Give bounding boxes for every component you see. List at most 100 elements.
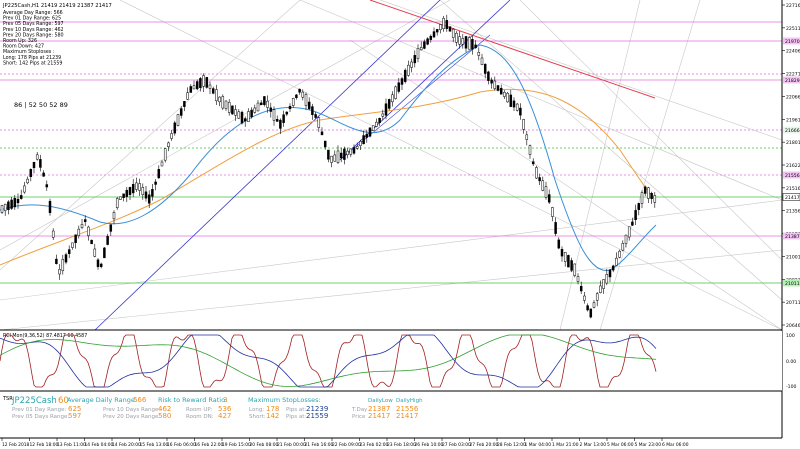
max-sl-label: Maximum StopLosses:	[248, 396, 321, 404]
candle-body	[285, 111, 289, 115]
short-price: 21559	[306, 412, 328, 420]
candle-body	[26, 178, 29, 184]
candle-body	[576, 276, 580, 282]
symbol-name: JP225Cash	[11, 396, 57, 406]
candle-body	[547, 194, 551, 203]
candle-body	[141, 187, 145, 195]
x-tick-label: 22 Feb 09:00	[332, 442, 361, 448]
x-tick-label: 5 Mar 23:00	[635, 442, 662, 448]
inchart-label: 86 | 52 50 52 89	[14, 101, 68, 109]
y-tick-label: 22271	[786, 72, 800, 78]
candle-body	[256, 102, 260, 112]
candle-body	[535, 167, 538, 179]
candle-body	[333, 154, 337, 162]
candle-body	[624, 234, 628, 244]
price-tag-label: 21556	[785, 173, 800, 179]
y-tick-label: 20711	[786, 300, 800, 306]
y-tick-label: 22716	[786, 3, 800, 9]
candle-body	[272, 109, 276, 121]
info-line: Prev 10 Days Range: 462	[3, 27, 64, 33]
candle-body	[538, 177, 541, 182]
candle-body	[653, 195, 657, 203]
candle-body	[397, 82, 401, 92]
rr-label: Risk to Reward Ratio:	[158, 396, 227, 404]
candle-body	[13, 197, 17, 208]
info-line: Long: 178 Pips at 21239	[3, 55, 61, 61]
horizontal-levels	[0, 21, 782, 284]
candle-body	[231, 105, 234, 115]
fan-line	[299, 0, 783, 201]
y-tick-label: 20646	[786, 323, 800, 329]
candle-body	[103, 247, 106, 259]
candle-body	[71, 242, 74, 248]
indicator-panel[interactable]	[0, 331, 782, 391]
short-label: Short:	[249, 414, 266, 420]
candle-body	[432, 31, 436, 38]
candle-body	[227, 101, 231, 113]
candle-body	[416, 48, 420, 59]
x-tick-label: 6 Mar 06:00	[662, 442, 689, 448]
candle-body	[330, 155, 333, 163]
fan-line	[349, 39, 783, 331]
candle-body	[464, 36, 468, 49]
candle-body	[512, 100, 516, 108]
candle-body	[448, 26, 452, 32]
candle-body	[522, 119, 525, 130]
indicator-axis: 100 0.00 -100	[786, 333, 797, 390]
prev-day-range-label: Prev 01 Day Range:	[12, 407, 67, 413]
candle-body	[419, 47, 423, 51]
info-line: Short: 142 Pips at 21559	[3, 60, 63, 66]
candle-body	[423, 41, 426, 49]
candle-body	[439, 24, 442, 31]
candle-body	[605, 274, 609, 284]
candle-body	[115, 198, 119, 208]
info-line: Prev 05 Days Range: 597	[3, 21, 64, 27]
info-line: Room Down: 427	[3, 44, 44, 50]
candle-body	[186, 92, 189, 100]
rci-mid-line	[0, 334, 657, 388]
short-value: 142	[266, 412, 279, 420]
candle-body	[496, 85, 500, 91]
fan-line	[0, 0, 451, 251]
candle-body	[183, 101, 186, 107]
candle-body	[77, 228, 81, 236]
candle-body	[74, 234, 77, 243]
candle-body	[135, 182, 138, 190]
candle-body	[64, 254, 68, 263]
candle-body	[67, 249, 71, 254]
price-axis[interactable]: 22716 22511 22406 22271 22066 21961 21801 21622…	[782, 3, 800, 329]
price-tag	[783, 76, 800, 84]
candle-body	[355, 146, 359, 149]
candle-body	[195, 81, 199, 90]
candle-body	[215, 89, 218, 102]
candle-body	[445, 20, 449, 29]
price-tag	[783, 126, 800, 134]
indicator-tick: 100	[786, 333, 795, 339]
candle-body	[96, 259, 100, 268]
candle-body	[291, 98, 295, 106]
rci-short-line	[0, 334, 657, 388]
candle-body	[144, 191, 148, 199]
channel-lower	[339, 0, 511, 161]
candle-body	[487, 71, 490, 81]
prev-days-range-value: 597	[68, 412, 81, 420]
candle-body	[16, 198, 20, 204]
x-tick-label: 27 Feb 20:00	[470, 442, 499, 448]
price-tag-label: 21970	[785, 39, 800, 45]
candle-body	[83, 219, 87, 223]
trend-channel[interactable]	[94, 0, 511, 331]
main-chart-area[interactable]	[0, 0, 782, 330]
candle-body	[336, 150, 340, 163]
candle-body	[352, 147, 356, 154]
candle-body	[192, 85, 196, 90]
candle-body	[391, 94, 394, 103]
candle-body	[119, 196, 122, 200]
candle-body	[173, 122, 177, 134]
symbol-suffix: 60	[58, 396, 69, 406]
candle-body	[263, 96, 266, 105]
candle-body	[640, 192, 644, 204]
price-tag-label: 21417	[785, 195, 800, 201]
candle-body	[157, 169, 161, 179]
